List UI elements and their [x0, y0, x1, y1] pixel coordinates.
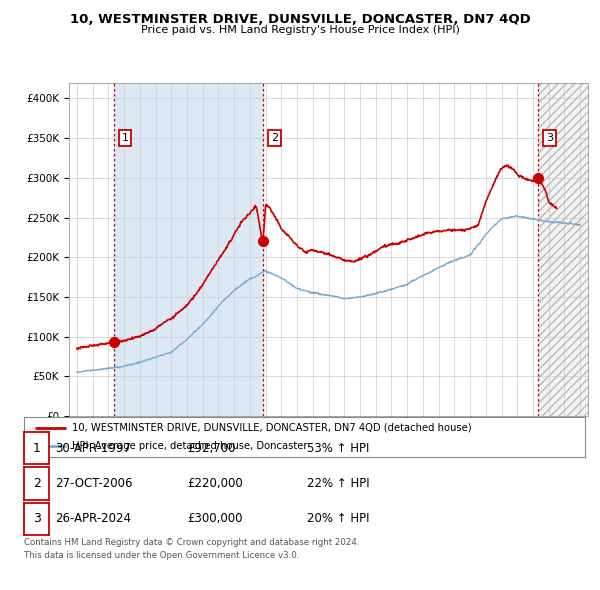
Text: 22% ↑ HPI: 22% ↑ HPI — [307, 477, 370, 490]
Text: Contains HM Land Registry data © Crown copyright and database right 2024.: Contains HM Land Registry data © Crown c… — [24, 538, 359, 547]
Text: 10, WESTMINSTER DRIVE, DUNSVILLE, DONCASTER, DN7 4QD: 10, WESTMINSTER DRIVE, DUNSVILLE, DONCAS… — [70, 13, 530, 26]
Text: 3: 3 — [546, 133, 553, 143]
Text: 1: 1 — [32, 441, 41, 455]
Text: 2: 2 — [271, 133, 278, 143]
Text: 53% ↑ HPI: 53% ↑ HPI — [307, 441, 370, 455]
Text: 2: 2 — [32, 477, 41, 490]
Text: 27-OCT-2006: 27-OCT-2006 — [55, 477, 133, 490]
Text: 1: 1 — [121, 133, 128, 143]
Bar — [538, 83, 588, 416]
Text: £220,000: £220,000 — [187, 477, 243, 490]
Text: 26-APR-2024: 26-APR-2024 — [55, 512, 131, 526]
Text: Price paid vs. HM Land Registry's House Price Index (HPI): Price paid vs. HM Land Registry's House … — [140, 25, 460, 35]
Bar — [113, 83, 263, 416]
Text: £300,000: £300,000 — [187, 512, 242, 526]
Text: 3: 3 — [32, 512, 41, 526]
Text: £92,700: £92,700 — [187, 441, 236, 455]
Text: 30-APR-1997: 30-APR-1997 — [55, 441, 131, 455]
Text: HPI: Average price, detached house, Doncaster: HPI: Average price, detached house, Donc… — [71, 441, 307, 451]
Text: 20% ↑ HPI: 20% ↑ HPI — [307, 512, 370, 526]
Text: 10, WESTMINSTER DRIVE, DUNSVILLE, DONCASTER, DN7 4QD (detached house): 10, WESTMINSTER DRIVE, DUNSVILLE, DONCAS… — [71, 423, 472, 433]
Text: This data is licensed under the Open Government Licence v3.0.: This data is licensed under the Open Gov… — [24, 551, 299, 560]
Bar — [538, 83, 588, 416]
